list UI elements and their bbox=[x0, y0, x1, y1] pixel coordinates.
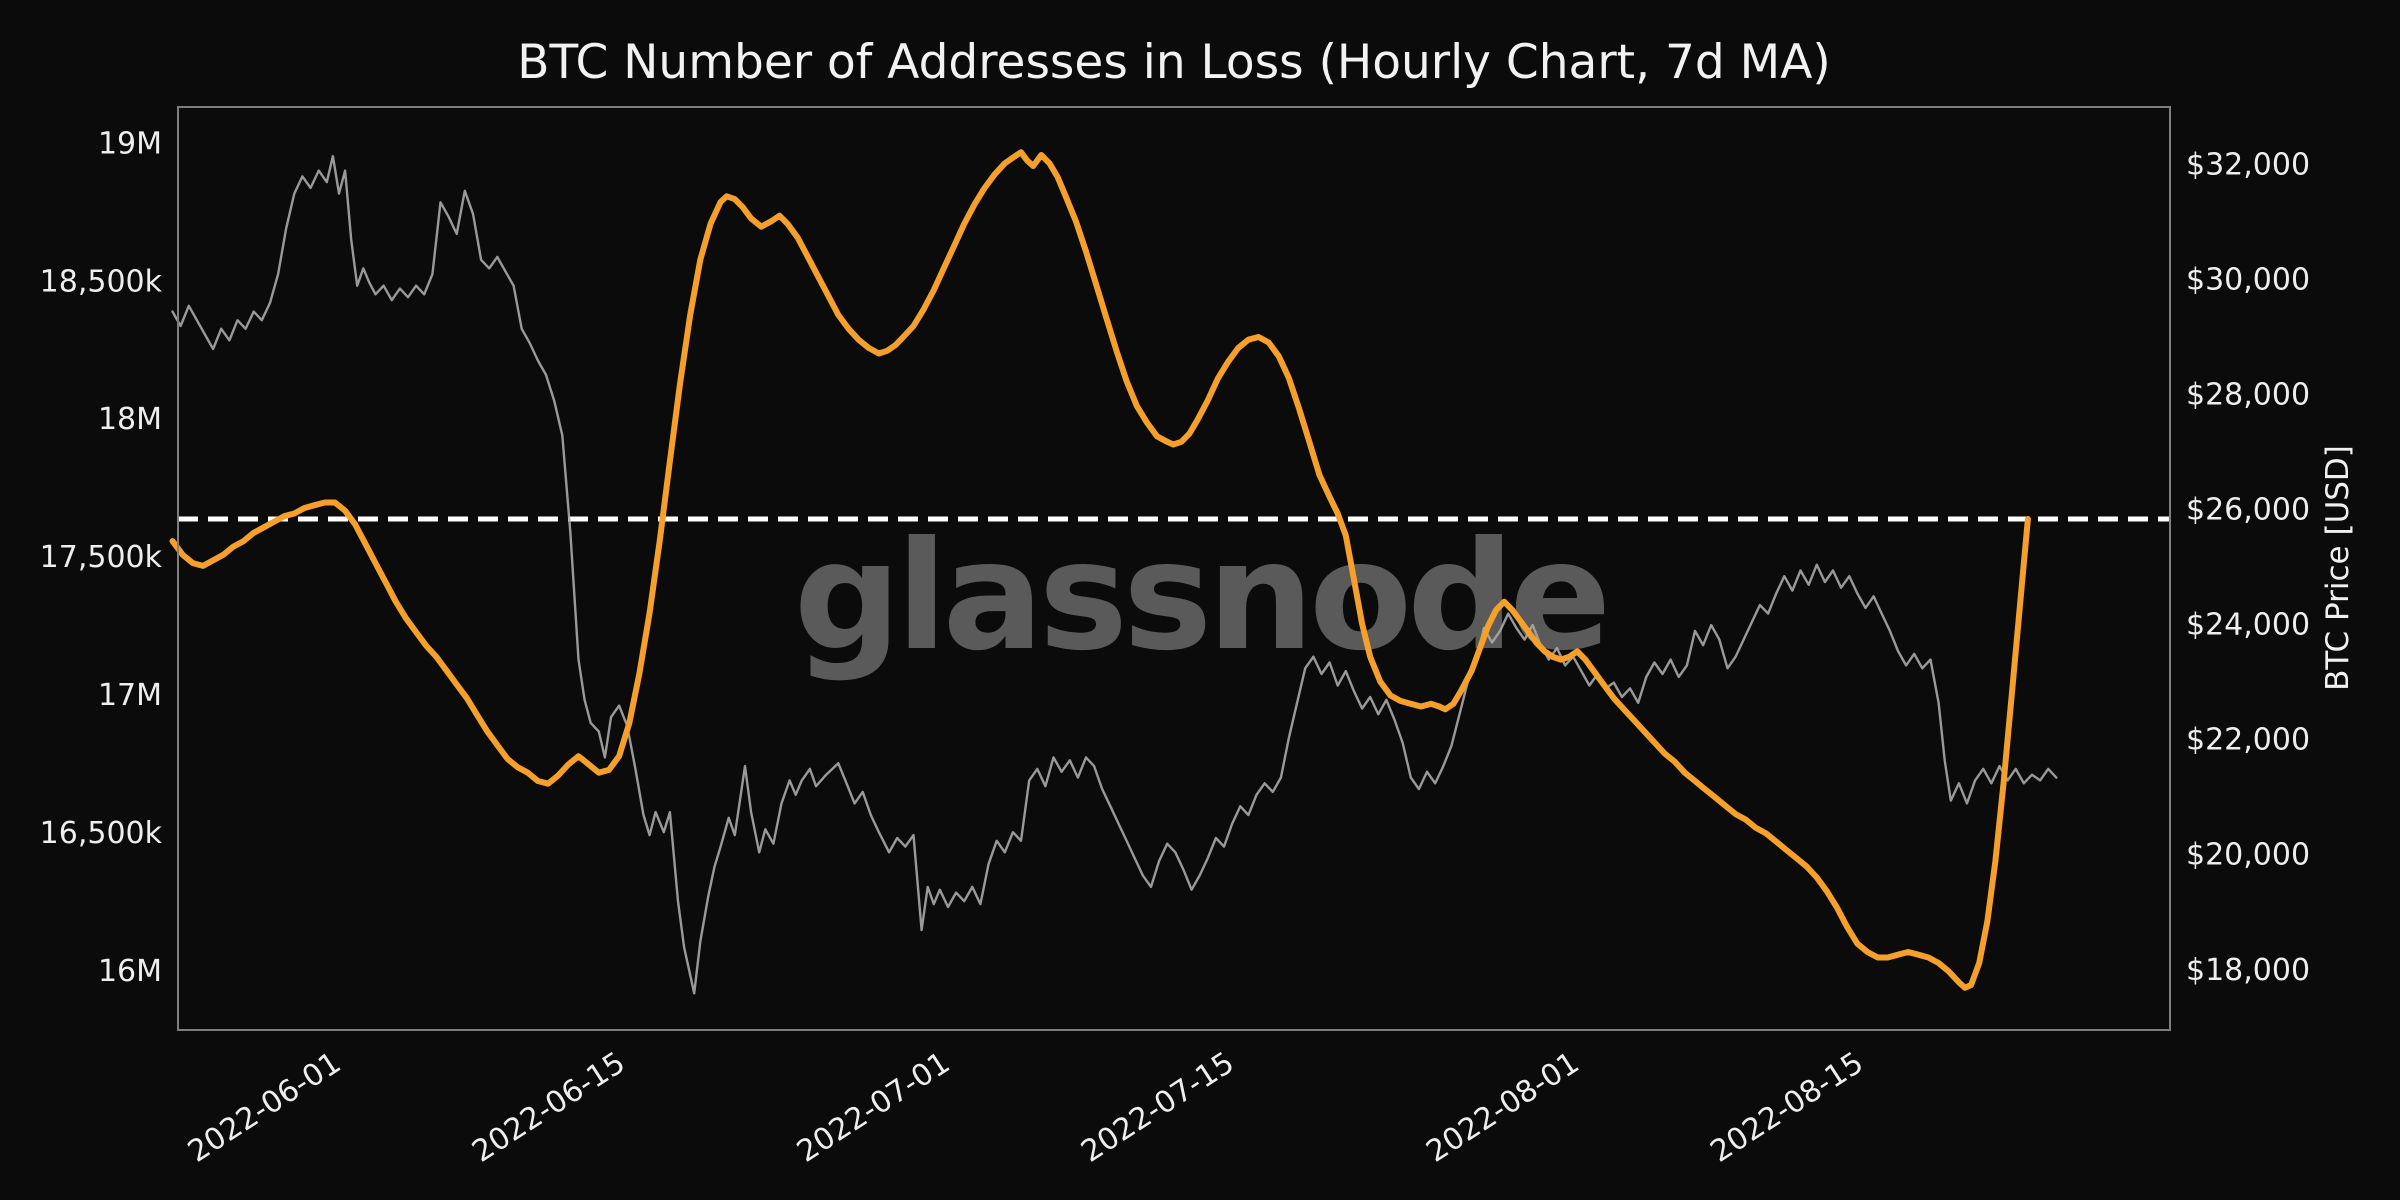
left-axis-tick-label: 16M bbox=[98, 954, 162, 989]
right-axis-tick-label: $20,000 bbox=[2186, 838, 2310, 873]
right-axis-tick-label: $30,000 bbox=[2186, 262, 2310, 297]
left-axis-tick-label: 19M bbox=[98, 127, 162, 162]
addresses-in-loss-line bbox=[169, 149, 2031, 991]
addresses-series-group bbox=[169, 149, 2031, 991]
left-axis-tick-label: 17,500k bbox=[40, 540, 163, 575]
right-axis-tick-label: $24,000 bbox=[2186, 608, 2310, 643]
right-axis-tick-label: $18,000 bbox=[2186, 953, 2310, 988]
left-axis-tick-label: 16,500k bbox=[40, 816, 163, 851]
plot-border bbox=[177, 106, 2171, 1031]
right-axis-tick-labels: $32,000 $30,000 $28,000 $26,000 $24,000 $22,0… bbox=[2186, 147, 2310, 987]
price-series-group bbox=[171, 154, 2058, 995]
right-axis-tick-label: $26,000 bbox=[2186, 493, 2310, 528]
right-axis-tick-label: $32,000 bbox=[2186, 147, 2310, 182]
left-axis-tick-label: 18,500k bbox=[40, 264, 163, 299]
chart-title: BTC Number of Addresses in Loss (Hourly … bbox=[517, 35, 1830, 90]
right-axis-title: BTC Price [USD] bbox=[2320, 445, 2356, 691]
btc-price-line bbox=[171, 154, 2058, 995]
left-axis-tick-label: 18M bbox=[98, 402, 162, 437]
glassnode-watermark: glassnode bbox=[794, 510, 1607, 684]
left-axis-tick-label: 17M bbox=[98, 678, 162, 713]
left-axis-tick-labels: 19M 18,500k 18M 17,500k 17M 16,500k 16M bbox=[40, 127, 163, 989]
right-axis-tick-label: $22,000 bbox=[2186, 723, 2310, 758]
right-axis-tick-label: $28,000 bbox=[2186, 378, 2310, 413]
